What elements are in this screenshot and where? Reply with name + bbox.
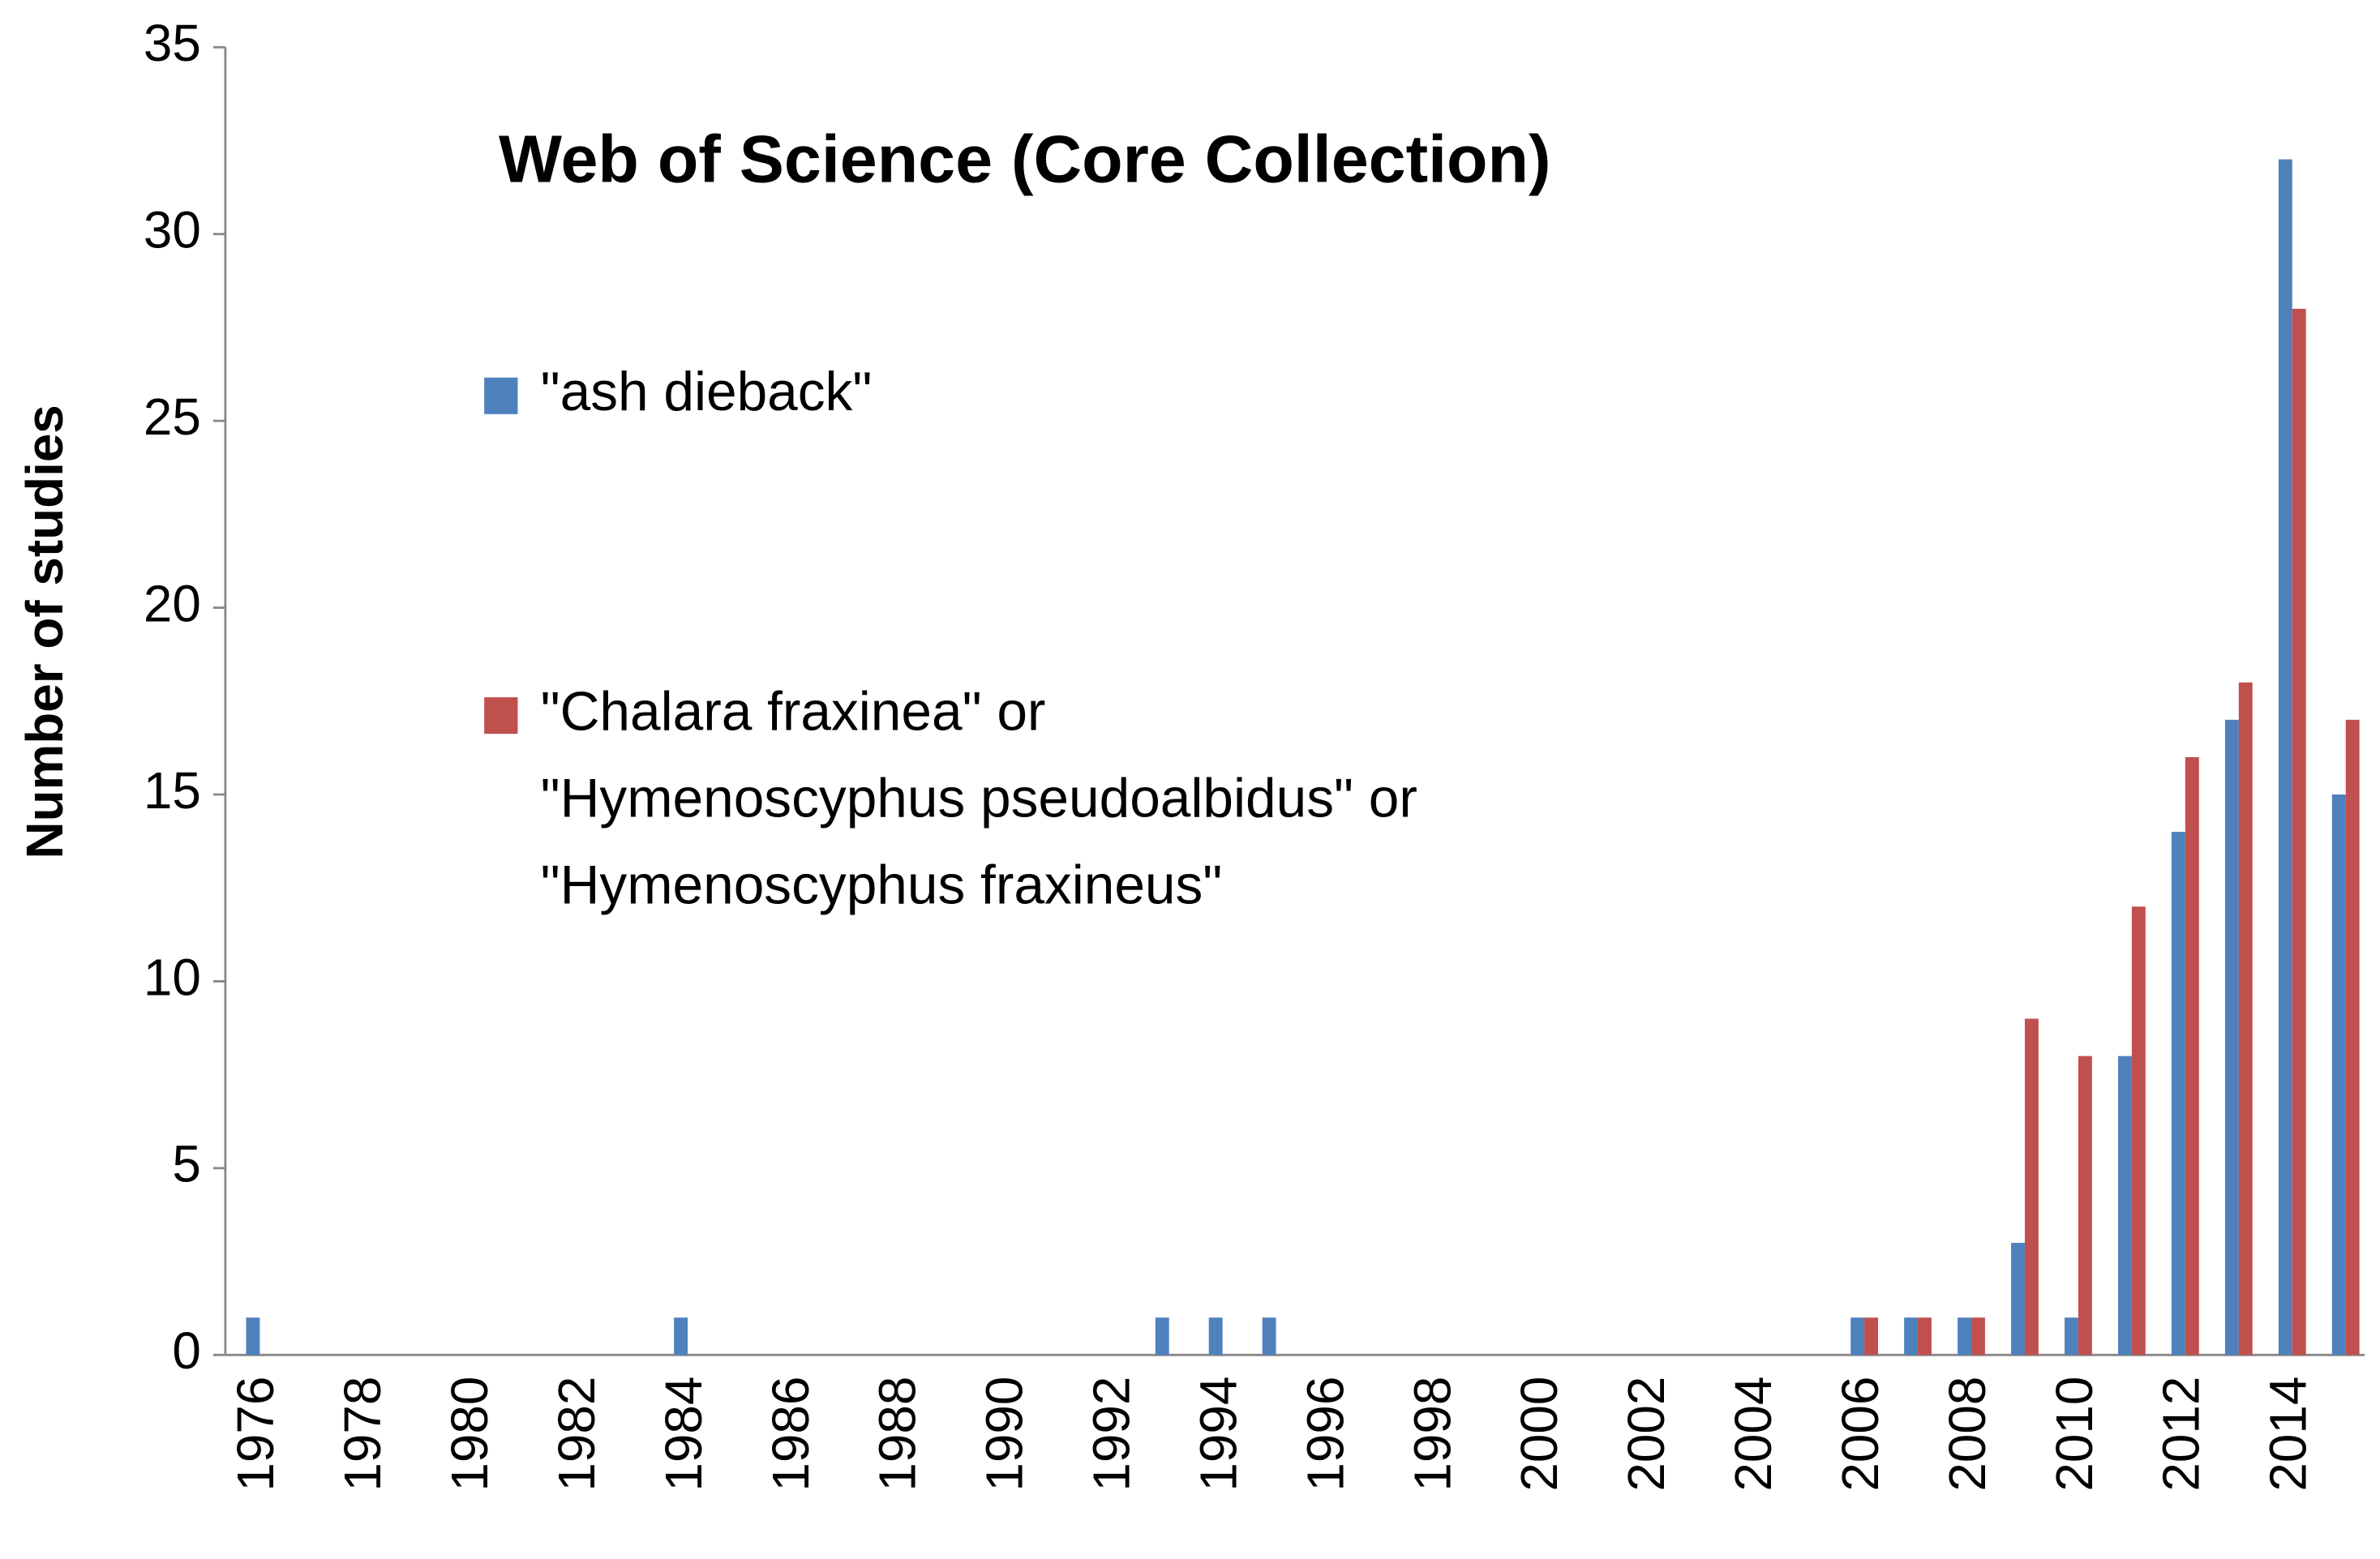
x-tick-label: 1978 <box>333 1377 392 1492</box>
x-tick-label: 2006 <box>1831 1377 1889 1492</box>
y-tick-label: 30 <box>144 201 201 259</box>
bar <box>2185 756 2199 1356</box>
x-tick-label: 1986 <box>761 1377 820 1492</box>
y-tick-label: 15 <box>144 761 201 820</box>
bar <box>1155 1317 1169 1356</box>
y-tick-label: 0 <box>172 1321 200 1380</box>
bar <box>1971 1317 1985 1356</box>
bar <box>1262 1317 1276 1356</box>
bar <box>2065 1317 2078 1356</box>
x-tick-label: 1982 <box>547 1377 606 1492</box>
x-tick-label: 2010 <box>2045 1377 2103 1492</box>
bar <box>1208 1317 1223 1356</box>
x-tick-label: 1988 <box>868 1377 927 1492</box>
bar <box>2117 1056 2132 1356</box>
x-tick-label: 2002 <box>1617 1377 1675 1492</box>
y-tick-label: 25 <box>144 388 201 446</box>
bar <box>674 1317 688 1356</box>
bar <box>2331 794 2346 1356</box>
x-tick-label: 1990 <box>976 1377 1034 1492</box>
bar <box>2024 1018 2039 1356</box>
x-tick-label: 1992 <box>1083 1377 1141 1492</box>
legend-swatch <box>484 697 518 735</box>
x-tick-label: 2014 <box>2259 1377 2318 1492</box>
bar <box>2238 682 2253 1356</box>
x-tick-label: 1976 <box>226 1377 285 1492</box>
legend-label: "Chalara fraxinea" or "Hymenoscyphus pseu… <box>541 681 1417 915</box>
x-tick-label: 2008 <box>1938 1377 1996 1492</box>
x-tick-label: 1984 <box>654 1377 713 1492</box>
legend-swatch <box>484 377 518 414</box>
bar <box>2131 906 2146 1356</box>
y-tick-label: 20 <box>144 574 201 632</box>
x-tick-label: 1998 <box>1403 1377 1461 1492</box>
x-tick-label: 1994 <box>1189 1377 1247 1492</box>
y-tick-label: 10 <box>144 948 201 1006</box>
bar <box>2224 719 2239 1356</box>
bar <box>2345 719 2360 1356</box>
y-tick-label: 5 <box>172 1135 200 1193</box>
x-tick-label: 1980 <box>440 1377 499 1492</box>
bar <box>2011 1243 2025 1356</box>
bar <box>1864 1317 1879 1356</box>
chart-title: Web of Science (Core Collection) <box>499 122 1550 197</box>
x-tick-label: 2012 <box>2152 1377 2211 1492</box>
bar <box>2078 1056 2092 1356</box>
bar <box>1850 1317 1865 1356</box>
x-tick-label: 2004 <box>1724 1377 1782 1492</box>
bar <box>1958 1317 1972 1356</box>
y-tick-label: 35 <box>144 14 201 72</box>
y-axis-title: Number of studies <box>15 405 74 859</box>
legend-label: "ash dieback" <box>541 362 873 422</box>
bar <box>246 1317 260 1356</box>
bar <box>1918 1317 1932 1356</box>
x-tick-label: 2000 <box>1510 1377 1568 1492</box>
bar <box>1904 1317 1919 1356</box>
bar <box>2292 308 2306 1356</box>
bar <box>2278 159 2292 1356</box>
x-tick-label: 1996 <box>1296 1377 1354 1492</box>
bar <box>2171 832 2185 1356</box>
